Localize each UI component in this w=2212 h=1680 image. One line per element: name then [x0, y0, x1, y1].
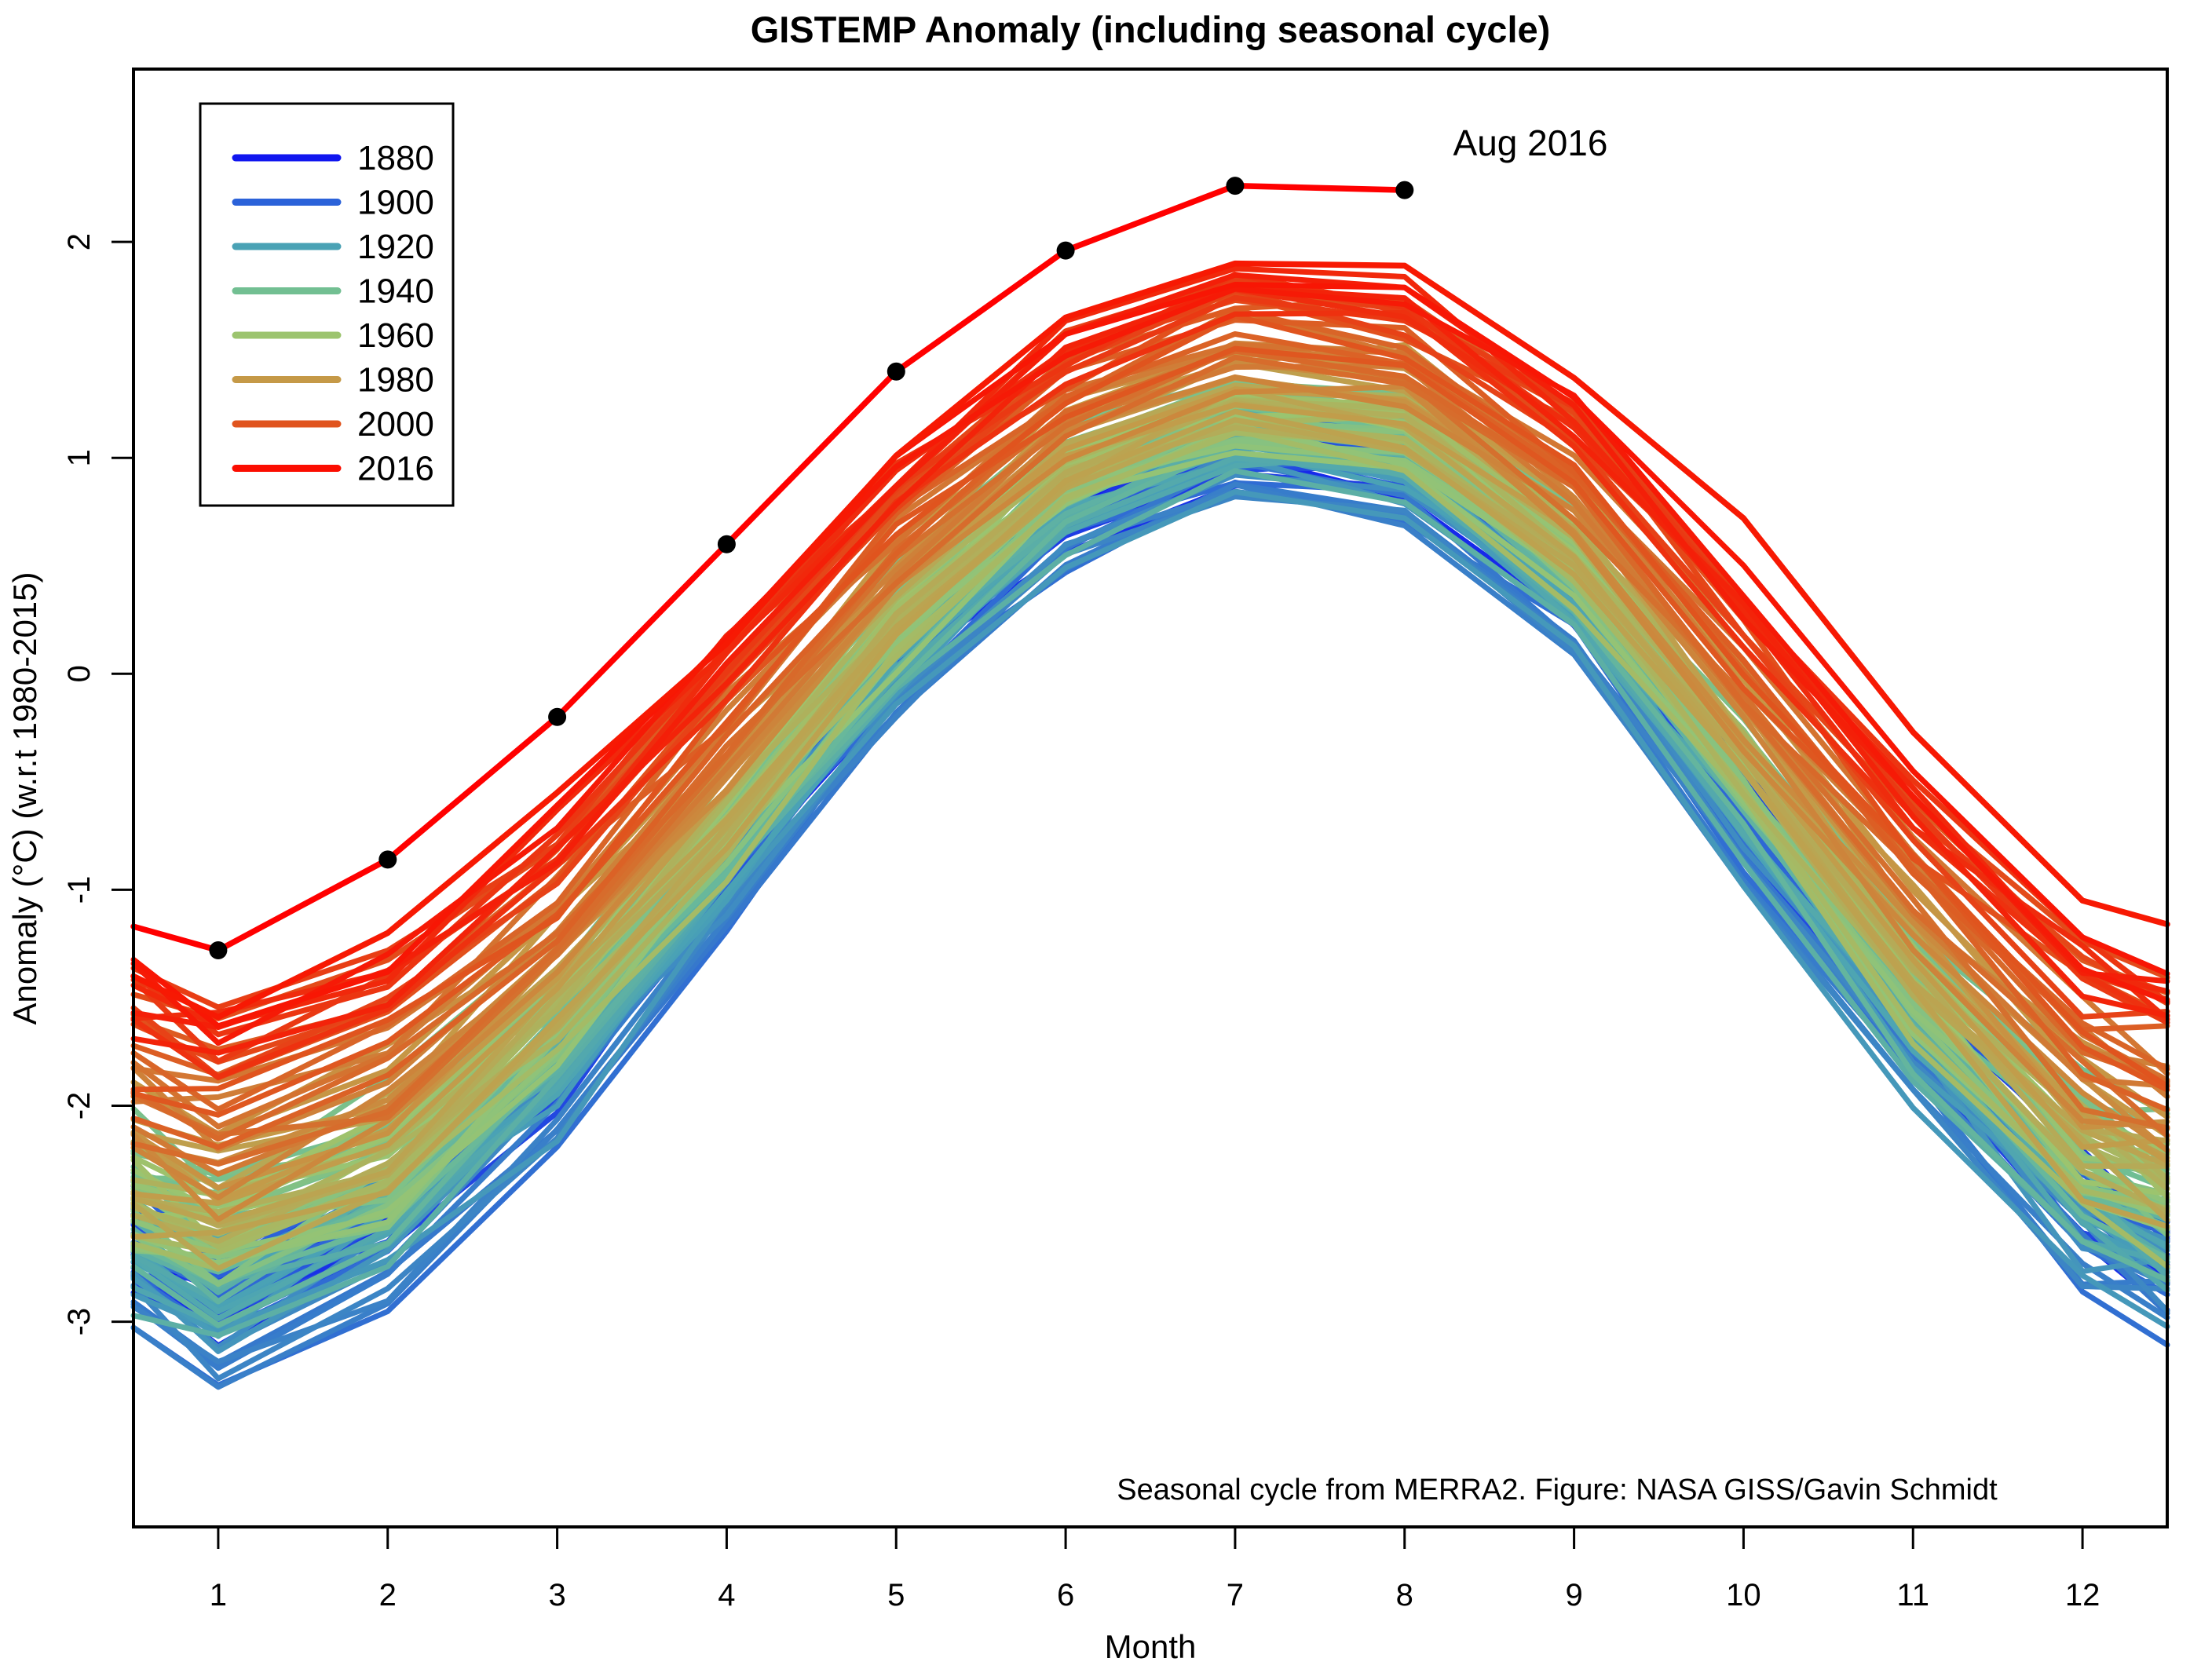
month-dot-2016-2 — [378, 850, 397, 869]
year-line-1917 — [130, 489, 2170, 1334]
y-tick-label: -2 — [62, 1092, 97, 1120]
x-tick-label: 11 — [1896, 1578, 1929, 1612]
footnote: Seasonal cycle from MERRA2. Figure: NASA… — [1117, 1474, 1998, 1507]
plot-border — [132, 68, 2169, 1528]
x-tick-label: 2 — [379, 1578, 397, 1612]
month-dot-2016-5 — [887, 362, 905, 381]
year-line-1992 — [130, 346, 2170, 1138]
year-line-1929 — [130, 468, 2170, 1339]
y-tick-label: 0 — [62, 665, 97, 682]
legend-item-1920: 1920 — [357, 228, 434, 266]
legend-item-1900: 1900 — [357, 184, 434, 222]
year-line-2011 — [130, 284, 2170, 1056]
legend-item-1980: 1980 — [357, 361, 434, 400]
legend-item-2000: 2000 — [357, 405, 434, 444]
legend-item-1940: 1940 — [357, 272, 434, 311]
year-line-2013 — [130, 286, 2170, 1046]
year-line-1976 — [130, 408, 2170, 1240]
legend-box — [199, 102, 455, 507]
x-tick-label: 1 — [210, 1578, 227, 1612]
x-axis-label: Month — [1105, 1628, 1197, 1665]
month-dot-2016-4 — [717, 535, 736, 553]
x-tick-label: 4 — [718, 1578, 735, 1612]
x-tick-label: 7 — [1227, 1578, 1244, 1612]
month-dot-2016-6 — [1056, 241, 1075, 260]
year-line-2001 — [130, 292, 2170, 1081]
y-tick-label: -1 — [62, 876, 97, 904]
chart-title: GISTEMP Anomaly (including seasonal cycl… — [751, 9, 1551, 50]
x-tick-label: 10 — [1726, 1578, 1761, 1612]
annotation-aug-2016: Aug 2016 — [1453, 122, 1608, 163]
year-line-1993 — [130, 354, 2170, 1167]
month-dot-2016-8 — [1395, 181, 1414, 199]
legend: 1880 1900 1920 1940 1960 1980 2000 2016 — [199, 102, 455, 507]
legend-item-2016: 2016 — [357, 450, 434, 488]
month-dot-2016-1 — [209, 941, 228, 959]
y-tick-label: 2 — [62, 233, 97, 250]
x-tick-label: 3 — [548, 1578, 565, 1612]
year-line-2000 — [130, 313, 2170, 1093]
year-line-1965 — [130, 430, 2170, 1255]
year-lines-layer — [130, 177, 2170, 1390]
year-line-1986 — [130, 374, 2170, 1200]
x-tick-label: 12 — [2065, 1578, 2100, 1612]
x-tick-label: 5 — [887, 1578, 905, 1612]
x-tick-label: 6 — [1057, 1578, 1074, 1612]
year-line-2008 — [130, 310, 2170, 1080]
legend-item-1960: 1960 — [357, 316, 434, 355]
year-line-1978 — [130, 402, 2170, 1207]
year-line-1975 — [130, 385, 2170, 1225]
month-dot-2016-7 — [1226, 177, 1245, 195]
x-tick-label: 8 — [1396, 1578, 1413, 1612]
legend-item-1880: 1880 — [357, 139, 434, 177]
y-tick-label: 1 — [62, 449, 97, 466]
month-dot-2016-3 — [548, 707, 567, 726]
x-tick-label: 9 — [1565, 1578, 1582, 1612]
year-line-1933 — [130, 442, 2170, 1328]
year-line-1956 — [130, 450, 2170, 1269]
year-line-2015 — [130, 260, 2170, 1021]
y-axis-label: Anomaly (°C) (w.r.t 1980-2015) — [6, 572, 43, 1024]
year-line-1985 — [130, 384, 2170, 1222]
y-tick-label: -3 — [62, 1308, 97, 1336]
year-line-1911 — [130, 494, 2170, 1382]
year-line-2014 — [130, 282, 2170, 1029]
